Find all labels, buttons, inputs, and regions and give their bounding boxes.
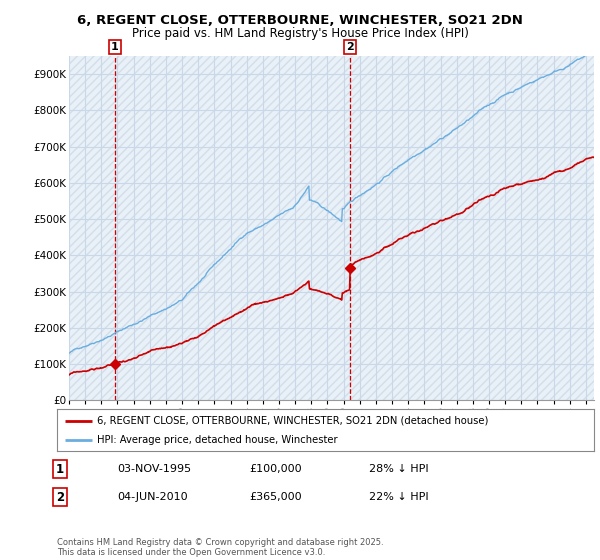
Text: Price paid vs. HM Land Registry's House Price Index (HPI): Price paid vs. HM Land Registry's House … xyxy=(131,27,469,40)
Text: 04-JUN-2010: 04-JUN-2010 xyxy=(117,492,188,502)
Text: Contains HM Land Registry data © Crown copyright and database right 2025.
This d: Contains HM Land Registry data © Crown c… xyxy=(57,538,383,557)
Text: 6, REGENT CLOSE, OTTERBOURNE, WINCHESTER, SO21 2DN (detached house): 6, REGENT CLOSE, OTTERBOURNE, WINCHESTER… xyxy=(97,416,488,426)
Text: 22% ↓ HPI: 22% ↓ HPI xyxy=(369,492,428,502)
Text: 6, REGENT CLOSE, OTTERBOURNE, WINCHESTER, SO21 2DN: 6, REGENT CLOSE, OTTERBOURNE, WINCHESTER… xyxy=(77,14,523,27)
Text: £100,000: £100,000 xyxy=(249,464,302,474)
Text: 2: 2 xyxy=(56,491,64,504)
Text: 03-NOV-1995: 03-NOV-1995 xyxy=(117,464,191,474)
Text: 1: 1 xyxy=(111,42,119,52)
Text: HPI: Average price, detached house, Winchester: HPI: Average price, detached house, Winc… xyxy=(97,435,338,445)
Text: 2: 2 xyxy=(347,42,354,52)
Text: £365,000: £365,000 xyxy=(249,492,302,502)
Text: 28% ↓ HPI: 28% ↓ HPI xyxy=(369,464,428,474)
Text: 1: 1 xyxy=(56,463,64,476)
